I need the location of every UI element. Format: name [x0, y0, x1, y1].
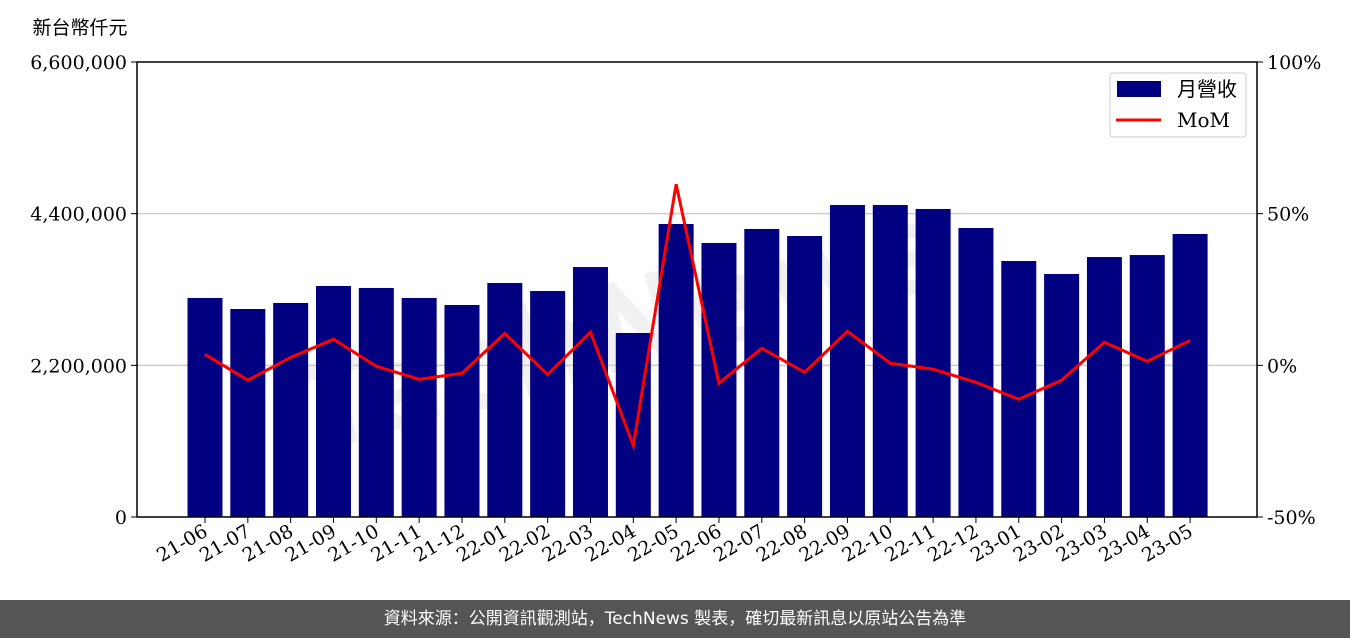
y2-tick-label: 0% [1267, 355, 1297, 377]
bar [915, 208, 951, 517]
bar [187, 297, 223, 517]
y-tick-label: 6,600,000 [30, 52, 127, 74]
bar [401, 297, 437, 517]
bar [958, 228, 994, 518]
bar [315, 285, 351, 517]
source-footer: 資料來源：公開資訊觀測站，TechNews 製表，確切最新訊息以原站公告為準 [0, 600, 1350, 638]
bar [1172, 234, 1208, 517]
bar [744, 228, 780, 518]
bar [444, 305, 480, 517]
bar [530, 291, 566, 517]
bar [572, 267, 608, 517]
legend: 月營收 MoM [1109, 72, 1247, 138]
bar [273, 303, 309, 517]
bar [787, 236, 823, 517]
plot-frame [136, 61, 1258, 518]
legend-label-mom: MoM [1177, 108, 1230, 132]
bar [1086, 257, 1122, 517]
bar [615, 333, 651, 517]
bar [1001, 261, 1037, 517]
y-axis-label: 新台幣仟元 [32, 17, 127, 39]
bar [658, 224, 694, 517]
y2-tick-label: -50% [1267, 507, 1316, 529]
legend-label-revenue: 月營收 [1177, 77, 1237, 101]
bar [1044, 273, 1080, 517]
bar [358, 287, 394, 517]
bar [1129, 255, 1165, 517]
bar [829, 204, 865, 518]
y-tick-label: 0 [115, 507, 127, 529]
y2-tick-label: 100% [1267, 52, 1321, 74]
y-tick-label: 2,200,000 [30, 355, 127, 377]
x-tick-label: 23-05 [1138, 520, 1196, 566]
bar [230, 309, 266, 517]
chart: 新台幣仟元 TechNews 02,200,0004,400,0006,600,… [30, 17, 1321, 567]
bar [872, 204, 908, 518]
y2-tick-label: 50% [1267, 204, 1309, 226]
legend-swatch-revenue [1117, 81, 1161, 97]
mom-line [204, 183, 1191, 452]
y-tick-label: 4,400,000 [30, 204, 127, 226]
bar [487, 283, 523, 517]
